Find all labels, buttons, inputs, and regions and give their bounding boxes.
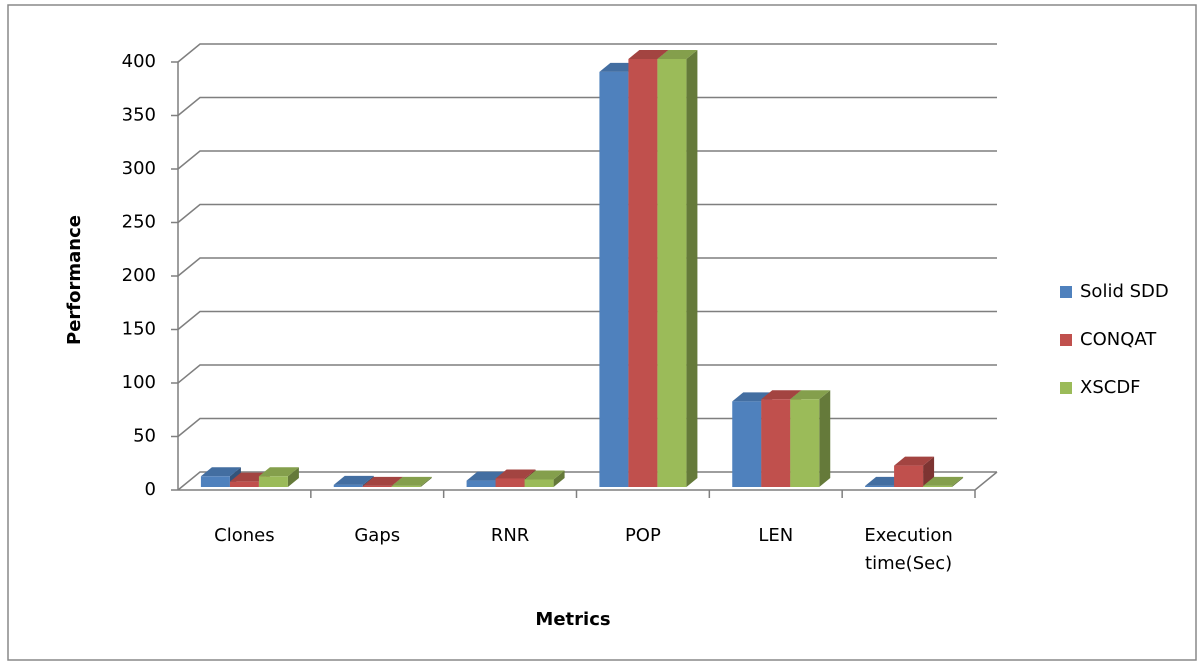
grid-line — [177, 471, 997, 491]
bar-top — [657, 50, 698, 59]
y-tick-label: 400 — [122, 51, 156, 72]
bar — [258, 476, 288, 487]
grid-line — [177, 364, 997, 384]
bar — [333, 484, 363, 487]
y-tick-label: 350 — [122, 105, 156, 126]
grid-line — [177, 96, 997, 117]
bar-top — [495, 469, 536, 479]
bar-top — [200, 467, 241, 477]
bar-top — [790, 390, 831, 400]
legend-label: Solid SDD — [1080, 281, 1169, 302]
bar — [200, 476, 230, 487]
grid-line — [177, 417, 997, 438]
grid-line — [177, 150, 997, 170]
legend-label: CONQAT — [1080, 329, 1157, 350]
bar-top — [628, 50, 669, 59]
y-tick-label: 0 — [145, 479, 156, 500]
bar — [391, 485, 421, 487]
bar — [865, 485, 895, 487]
bar — [894, 465, 924, 487]
x-tick-label: Gaps — [354, 525, 401, 546]
y-tick-label: 300 — [122, 158, 156, 179]
bar — [362, 485, 392, 487]
bar — [599, 71, 629, 487]
x-tick-label: POP — [624, 525, 661, 546]
legend-swatch — [1060, 286, 1072, 298]
bar — [495, 478, 525, 487]
y-tick-label: 150 — [122, 319, 156, 340]
grid-line — [177, 310, 997, 331]
bar-side — [553, 470, 565, 487]
grid-line — [177, 43, 997, 63]
legend-label: XSCDF — [1080, 377, 1141, 398]
bar-side — [420, 476, 432, 487]
y-tick-label: 50 — [133, 426, 156, 447]
legend-swatch — [1060, 382, 1072, 394]
bar — [790, 399, 820, 487]
legend-swatch — [1060, 334, 1072, 346]
y-tick-label: 100 — [122, 372, 156, 393]
bar-top — [258, 467, 299, 477]
grid-line — [177, 257, 997, 277]
bar-top — [923, 476, 964, 486]
bar-side — [819, 390, 831, 487]
bar — [628, 59, 658, 487]
y-axis-title: Performance — [64, 215, 85, 345]
x-tick-label: RNR — [490, 525, 530, 546]
x-tick-label: LEN — [758, 525, 794, 546]
bar-top — [362, 476, 403, 486]
bar-side — [287, 467, 299, 487]
bar — [761, 399, 791, 487]
bar — [923, 485, 953, 487]
bar — [466, 480, 496, 487]
bar — [524, 479, 554, 487]
bar-side — [952, 476, 964, 487]
x-tick-label: Clones — [214, 525, 275, 546]
y-tick-label: 250 — [122, 212, 156, 233]
bar-top — [894, 456, 935, 466]
x-tick-label: Execution time(Sec) — [864, 525, 953, 574]
bar-side — [686, 50, 698, 487]
bar-top — [524, 470, 565, 480]
bar-top — [391, 476, 432, 486]
bar-top — [333, 475, 374, 485]
bar-top — [761, 390, 802, 400]
bar — [229, 481, 259, 487]
y-tick-label: 200 — [122, 265, 156, 286]
x-axis-title: Metrics — [535, 609, 610, 630]
bar — [732, 401, 762, 487]
bar — [657, 59, 687, 487]
grid-line — [177, 203, 997, 224]
